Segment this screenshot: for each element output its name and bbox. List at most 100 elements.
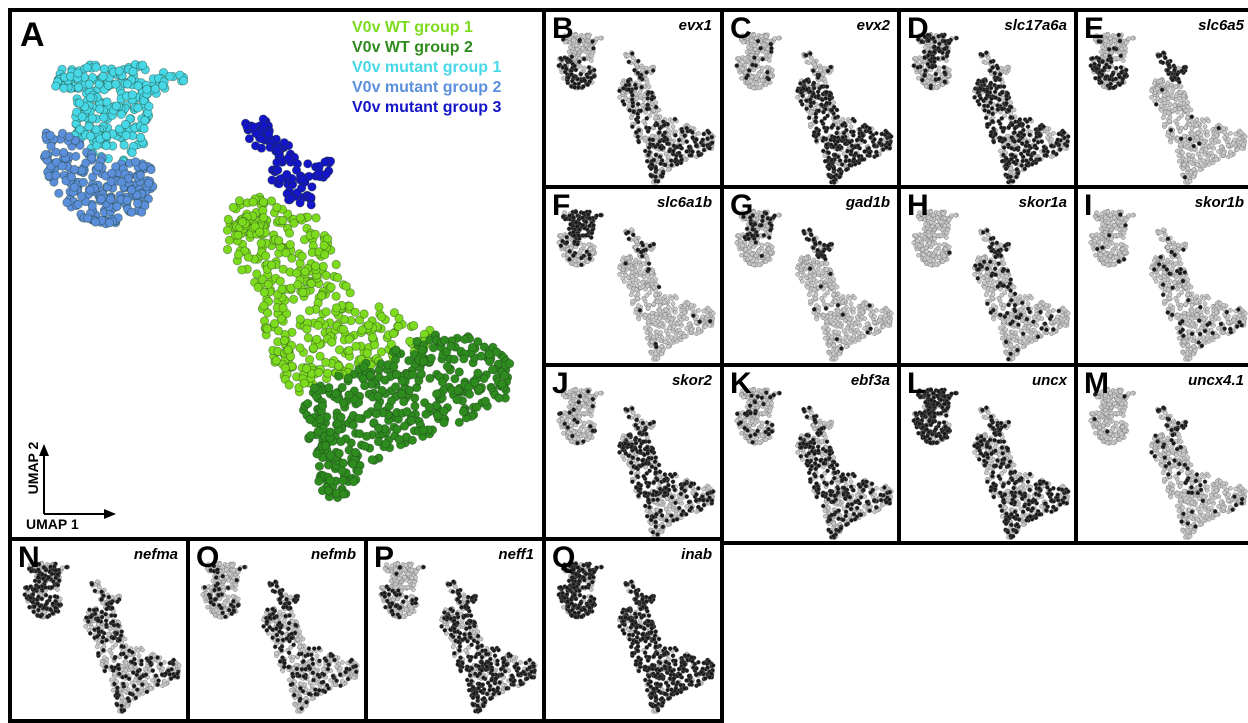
non-expressing-cell bbox=[1166, 111, 1170, 115]
non-expressing-cell bbox=[1201, 159, 1205, 163]
expressing-cell bbox=[633, 83, 637, 87]
non-expressing-cell bbox=[590, 54, 594, 58]
expressing-cell bbox=[827, 167, 831, 171]
expressing-cell bbox=[701, 138, 705, 142]
non-expressing-cell bbox=[1170, 90, 1174, 94]
expressing-cell bbox=[990, 106, 994, 110]
non-expressing-cell bbox=[1221, 151, 1225, 155]
expressing-cell bbox=[1095, 67, 1099, 71]
non-expressing-cell bbox=[650, 340, 654, 344]
non-expressing-cell bbox=[1045, 130, 1049, 134]
non-expressing-cell bbox=[638, 267, 642, 271]
expressing-cell bbox=[1190, 115, 1194, 119]
expressing-cell bbox=[1009, 115, 1013, 119]
expressing-cell bbox=[832, 179, 836, 183]
expressing-cell bbox=[1044, 153, 1048, 157]
non-expressing-cell bbox=[765, 65, 769, 69]
non-expressing-cell bbox=[629, 293, 633, 297]
non-expressing-cell bbox=[636, 304, 640, 308]
non-expressing-cell bbox=[666, 168, 670, 172]
non-expressing-cell bbox=[642, 262, 646, 266]
expressing-cell bbox=[646, 153, 650, 157]
non-expressing-cell bbox=[823, 80, 827, 84]
non-expressing-cell bbox=[702, 309, 706, 313]
expressing-cell bbox=[995, 103, 999, 107]
expressing-cell bbox=[830, 125, 834, 129]
expressing-cell bbox=[984, 51, 988, 55]
non-expressing-cell bbox=[689, 328, 693, 332]
non-expressing-cell bbox=[646, 320, 650, 324]
non-expressing-cell bbox=[1179, 90, 1183, 94]
non-expressing-cell bbox=[635, 240, 639, 244]
expressing-cell bbox=[582, 57, 586, 61]
expressing-cell bbox=[817, 109, 821, 113]
non-expressing-cell bbox=[1239, 131, 1243, 135]
expressing-cell bbox=[827, 163, 831, 167]
non-expressing-cell bbox=[647, 85, 651, 89]
expressing-cell bbox=[701, 143, 705, 147]
non-expressing-cell bbox=[655, 330, 659, 334]
expressing-cell bbox=[1118, 83, 1122, 87]
panel-letter: B bbox=[552, 14, 574, 44]
expressing-cell bbox=[1107, 47, 1111, 51]
non-expressing-cell bbox=[832, 101, 836, 105]
expressing-cell bbox=[636, 102, 640, 106]
non-expressing-cell bbox=[559, 233, 563, 237]
expressing-cell bbox=[1119, 54, 1123, 58]
non-expressing-cell bbox=[1155, 87, 1159, 91]
expressing-cell bbox=[581, 84, 585, 88]
expressing-cell bbox=[993, 90, 997, 94]
expressing-cell bbox=[694, 144, 698, 148]
expressing-cell bbox=[658, 126, 662, 130]
expressing-cell bbox=[1019, 152, 1023, 156]
expressing-cell bbox=[977, 102, 981, 106]
expressing-cell bbox=[626, 79, 630, 83]
non-expressing-cell bbox=[1240, 146, 1244, 150]
expressing-cell bbox=[805, 78, 809, 82]
non-expressing-cell bbox=[641, 284, 645, 288]
expressing-cell bbox=[825, 101, 829, 105]
non-expressing-cell bbox=[635, 97, 639, 101]
expressing-cell bbox=[874, 150, 878, 154]
non-expressing-cell bbox=[653, 322, 657, 326]
expressing-cell bbox=[943, 80, 947, 84]
expressing-cell bbox=[989, 60, 993, 64]
non-expressing-cell bbox=[1219, 145, 1223, 149]
expressing-cell bbox=[1011, 179, 1015, 183]
non-expressing-cell bbox=[1184, 158, 1188, 162]
expressing-cell bbox=[654, 105, 658, 109]
expressing-cell bbox=[872, 144, 876, 148]
expressing-cell bbox=[832, 166, 836, 170]
non-expressing-cell bbox=[1210, 144, 1214, 148]
expressing-cell bbox=[1038, 134, 1042, 138]
non-expressing-cell bbox=[1182, 97, 1186, 101]
non-expressing-cell bbox=[1174, 85, 1178, 89]
expressing-cell bbox=[1006, 143, 1010, 147]
non-expressing-cell bbox=[1190, 126, 1194, 130]
non-expressing-cell bbox=[1177, 159, 1181, 163]
non-expressing-cell bbox=[741, 67, 745, 71]
expressing-cell bbox=[923, 69, 927, 73]
non-expressing-cell bbox=[663, 294, 667, 298]
expressing-cell bbox=[807, 116, 811, 120]
expressing-cell bbox=[982, 104, 986, 108]
expressing-cell bbox=[645, 107, 649, 111]
non-expressing-cell bbox=[1181, 151, 1185, 155]
non-expressing-cell bbox=[760, 66, 764, 70]
non-expressing-cell bbox=[645, 80, 649, 84]
non-expressing-cell bbox=[669, 336, 673, 340]
non-expressing-cell bbox=[666, 345, 670, 349]
non-expressing-cell bbox=[1104, 39, 1108, 43]
non-expressing-cell bbox=[1167, 106, 1171, 110]
expressing-cell bbox=[752, 56, 756, 60]
expressing-cell bbox=[978, 87, 982, 91]
non-expressing-cell bbox=[1204, 147, 1208, 151]
expressing-cell bbox=[840, 123, 844, 127]
expressing-cell bbox=[674, 157, 678, 161]
expressing-cell bbox=[1038, 157, 1042, 161]
non-expressing-cell bbox=[937, 66, 941, 70]
expressing-cell bbox=[652, 158, 656, 162]
expressing-cell bbox=[872, 137, 876, 141]
non-expressing-cell bbox=[1170, 94, 1174, 98]
expressing-cell bbox=[702, 132, 706, 136]
